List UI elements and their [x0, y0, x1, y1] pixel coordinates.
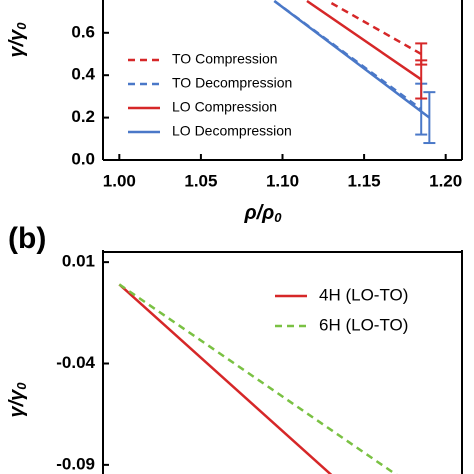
panel: 0.01 -0.04 -0.09 γ/γ0 (b) 4H (LO-TO) 6H (LO-TO… — [6, 222, 463, 474]
series-line — [273, 0, 431, 119]
legend-label: TO Decompression — [172, 75, 292, 91]
y-label: γ/γ0 — [6, 382, 29, 418]
label-main: γ/γ — [6, 388, 28, 418]
y-tick-label: 0.0 — [71, 149, 95, 168]
x-tick-label: 1.15 — [348, 171, 381, 190]
legend-label: 4H (LO-TO) — [319, 285, 408, 304]
series-line — [330, 2, 422, 56]
error-bar — [423, 91, 436, 145]
y-label: γ/γ0 — [6, 22, 29, 58]
series-line — [118, 283, 333, 474]
y-tick-label: -0.09 — [56, 454, 95, 473]
x-tick-label: 1.10 — [266, 171, 299, 190]
label-sub: 0 — [14, 22, 29, 30]
y-tick-label: 0.2 — [71, 107, 95, 126]
label-sub: 0 — [14, 382, 29, 390]
legend-label: 6H (LO-TO) — [319, 315, 408, 334]
error-bar — [415, 59, 428, 100]
legend-label: LO Compression — [172, 99, 277, 115]
legend-label: LO Decompression — [172, 123, 292, 139]
legend-label: TO Compression — [172, 51, 278, 67]
x-tick-label: 1.20 — [429, 171, 462, 190]
label-main: ρ/ρ — [243, 202, 274, 224]
label-main: γ/γ — [6, 28, 28, 58]
series-line — [306, 0, 422, 81]
x-tick-label: 1.00 — [103, 171, 136, 190]
x-label: ρ/ρ0 — [243, 202, 282, 225]
y-tick-label: -0.04 — [56, 353, 95, 372]
series-line — [118, 283, 398, 474]
label-sub: 0 — [274, 210, 282, 225]
panel: 0.00.20.40.61.00 1.05 1.10 1.15 1.20γ/γ0ρ/ρ0… — [6, 0, 463, 225]
y-tick-label: 0.6 — [71, 22, 95, 41]
y-tick-label: 0.01 — [62, 252, 95, 271]
x-tick-label: 1.05 — [184, 171, 217, 190]
y-tick-label: 0.4 — [71, 65, 95, 84]
panel-label: (b) — [8, 222, 46, 255]
